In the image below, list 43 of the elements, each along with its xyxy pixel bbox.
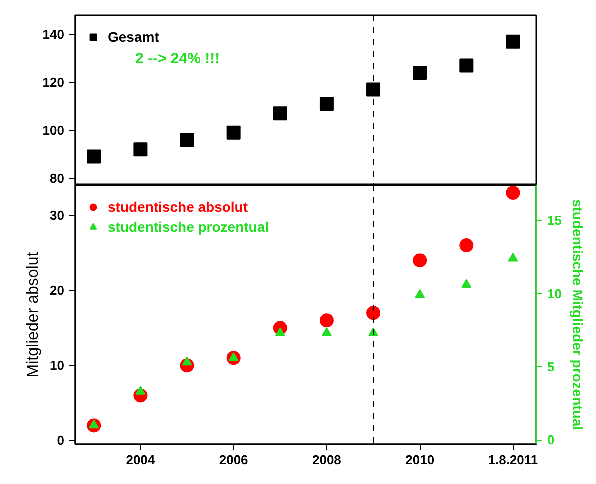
y-tick-label: 0	[57, 433, 65, 448]
point	[506, 186, 520, 200]
x-tick-label: 2004	[126, 452, 156, 468]
point	[460, 58, 474, 73]
point	[413, 66, 428, 80]
x-tick-label: 1.8.2011	[488, 452, 538, 468]
y2-tick-label: 10	[548, 286, 562, 302]
y-tick-label: 20	[50, 283, 65, 298]
point	[180, 133, 194, 148]
y-tick-label: 100	[42, 122, 65, 138]
point	[506, 34, 520, 49]
point	[366, 82, 381, 97]
point	[136, 386, 146, 395]
point	[460, 238, 474, 253]
legend-label: Gesamt	[108, 29, 160, 45]
y2-tick-label: 0	[548, 432, 555, 448]
y2-tick-label: 15	[548, 213, 562, 228]
point	[322, 328, 332, 336]
x-tick-label: 2010	[406, 452, 435, 468]
y2-tick-label: 5	[548, 359, 555, 374]
point	[413, 254, 428, 268]
y-tick-label: 140	[42, 27, 65, 42]
point	[87, 150, 102, 164]
point	[508, 252, 518, 262]
y-axis-title: Mitglieder absolut	[25, 252, 42, 378]
y-tick-label: 10	[50, 358, 65, 374]
y-tick-label: 120	[42, 75, 65, 90]
point	[134, 142, 148, 157]
y2-axis-title: studentische Mitglieder prozentual	[570, 199, 586, 431]
point	[273, 106, 288, 121]
x-tick-label: 2006	[219, 452, 248, 468]
point	[462, 279, 472, 288]
y-tick-label: 30	[50, 208, 65, 224]
annotation: 2 --> 24% !!!	[136, 50, 220, 68]
y-tick-label: 80	[50, 170, 65, 186]
point	[226, 126, 241, 140]
legend-label: studentische absolut	[108, 199, 248, 215]
point	[320, 314, 334, 328]
legend-label: studentische prozentual	[108, 219, 270, 235]
point	[320, 97, 334, 112]
point	[415, 290, 426, 298]
point	[366, 306, 381, 320]
x-tick-label: 2008	[312, 452, 342, 468]
